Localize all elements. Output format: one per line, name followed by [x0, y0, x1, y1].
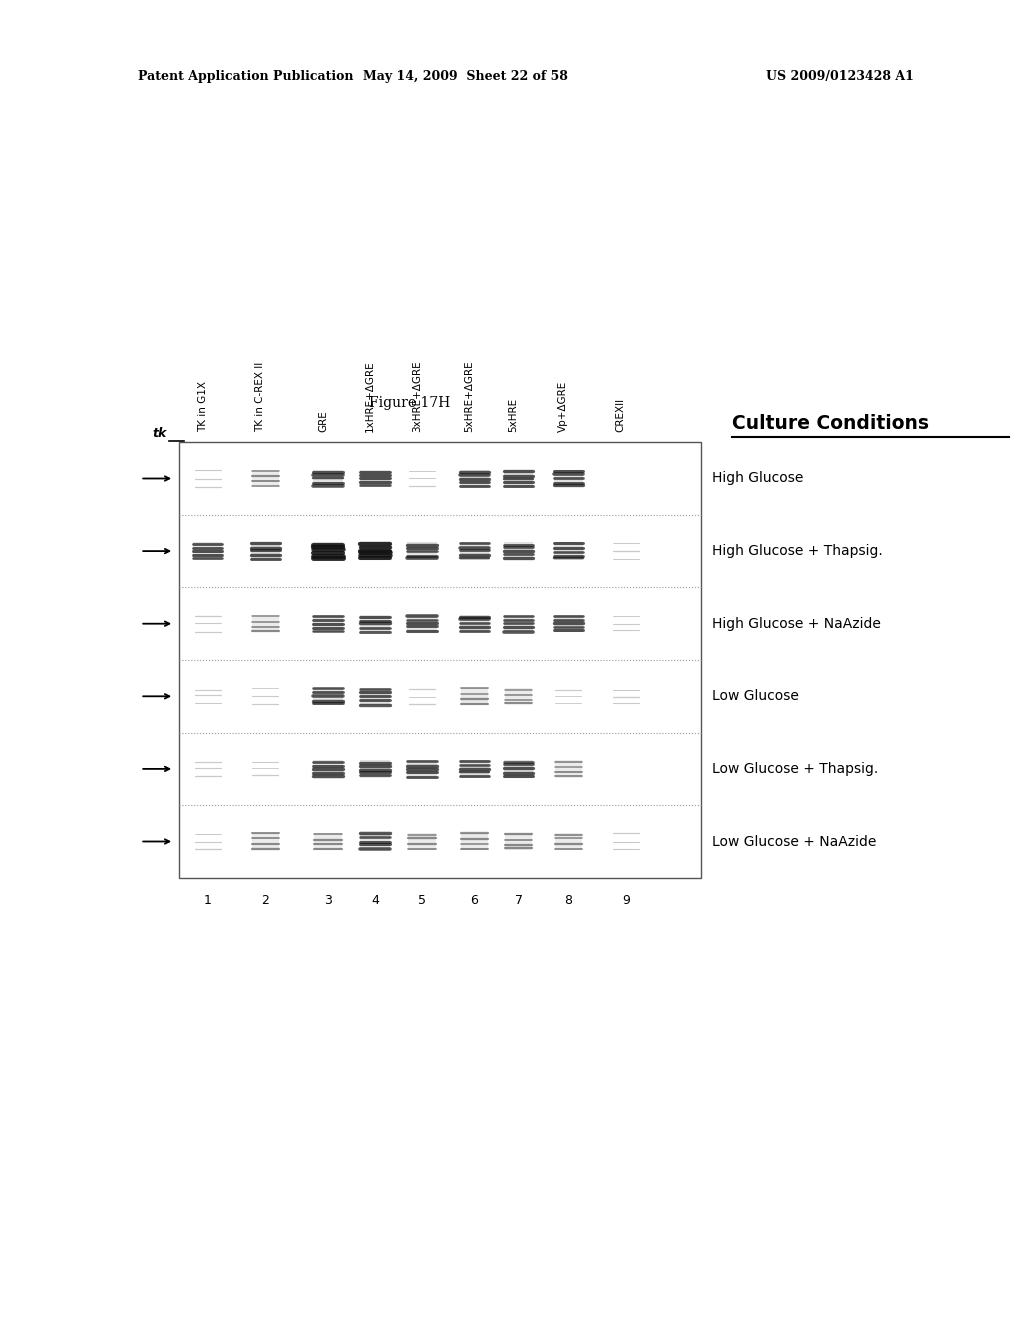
Bar — [360, 615, 389, 632]
Bar — [314, 833, 342, 850]
Text: 9: 9 — [622, 894, 630, 907]
Bar — [504, 543, 534, 560]
Text: TK in C-REX II: TK in C-REX II — [255, 362, 265, 432]
Bar — [408, 615, 436, 632]
Bar — [408, 543, 436, 560]
Text: High Glucose + NaAzide: High Glucose + NaAzide — [712, 616, 881, 631]
Text: Low Glucose + Thapsig.: Low Glucose + Thapsig. — [712, 762, 878, 776]
Text: 2: 2 — [261, 894, 269, 907]
Bar — [460, 470, 488, 487]
Bar — [312, 543, 343, 560]
Text: TK in G1X: TK in G1X — [198, 380, 208, 432]
Bar — [313, 688, 343, 705]
Text: 4: 4 — [371, 894, 379, 907]
Text: Culture Conditions: Culture Conditions — [732, 414, 929, 433]
Text: 6: 6 — [470, 894, 478, 907]
Bar — [461, 688, 488, 705]
Bar — [313, 470, 343, 487]
Bar — [360, 470, 389, 487]
Bar — [360, 760, 389, 777]
Text: 5: 5 — [418, 894, 426, 907]
Bar — [252, 470, 280, 487]
Text: 1: 1 — [204, 894, 212, 907]
Bar — [504, 760, 534, 777]
Text: tk: tk — [153, 426, 167, 440]
Bar — [461, 833, 488, 850]
Text: High Glucose: High Glucose — [712, 471, 803, 486]
Text: 1xHRE+ΔGRE: 1xHRE+ΔGRE — [365, 360, 375, 432]
Bar — [408, 760, 436, 777]
Bar — [179, 442, 701, 878]
Text: May 14, 2009  Sheet 22 of 58: May 14, 2009 Sheet 22 of 58 — [364, 70, 568, 83]
Text: Patent Application Publication: Patent Application Publication — [138, 70, 353, 83]
Text: High Glucose + Thapsig.: High Glucose + Thapsig. — [712, 544, 883, 558]
Text: US 2009/0123428 A1: US 2009/0123428 A1 — [766, 70, 913, 83]
Text: Figure 17H: Figure 17H — [369, 396, 451, 409]
Bar — [360, 833, 389, 850]
Bar — [251, 543, 280, 560]
Bar — [409, 833, 436, 850]
Text: Vp+ΔGRE: Vp+ΔGRE — [558, 380, 568, 432]
Bar — [555, 760, 582, 777]
Bar — [313, 615, 343, 632]
Bar — [360, 688, 389, 705]
Bar — [504, 615, 534, 632]
Bar — [554, 615, 583, 632]
Bar — [554, 470, 583, 487]
Bar — [359, 543, 390, 560]
Text: CREXII: CREXII — [615, 397, 626, 432]
Text: 8: 8 — [564, 894, 572, 907]
Text: Low Glucose + NaAzide: Low Glucose + NaAzide — [712, 834, 877, 849]
Bar — [460, 543, 488, 560]
Bar — [504, 470, 534, 487]
Bar — [505, 833, 532, 850]
Bar — [460, 615, 488, 632]
Text: GRE: GRE — [318, 411, 328, 432]
Bar — [252, 615, 280, 632]
Bar — [313, 760, 343, 777]
Bar — [505, 688, 532, 705]
Text: 5xHRE+ΔGRE: 5xHRE+ΔGRE — [464, 360, 474, 432]
Bar — [252, 833, 280, 850]
Text: 7: 7 — [515, 894, 522, 907]
Text: Low Glucose: Low Glucose — [712, 689, 799, 704]
Text: 5xHRE: 5xHRE — [509, 397, 518, 432]
Bar — [555, 833, 582, 850]
Bar — [460, 760, 488, 777]
Text: 3: 3 — [325, 894, 332, 907]
Text: 3xHRE+ΔGRE: 3xHRE+ΔGRE — [412, 360, 422, 432]
Bar — [194, 543, 222, 560]
Bar — [554, 543, 583, 560]
